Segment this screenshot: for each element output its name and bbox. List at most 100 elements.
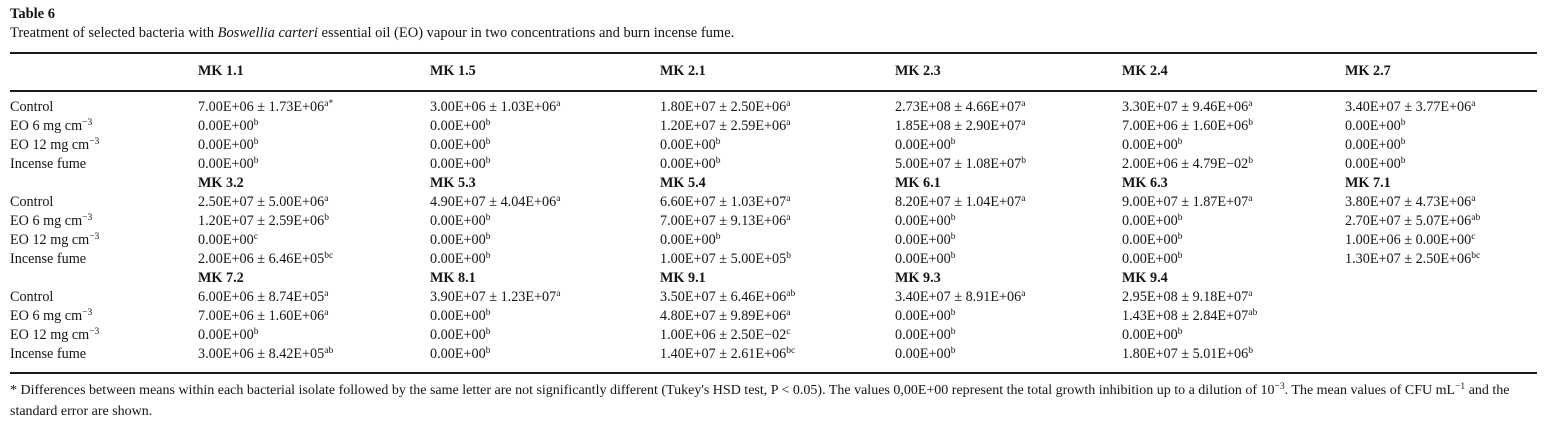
cell-value: 2.50E+07 ± 5.00E+06a — [198, 194, 329, 210]
cell-value: 3.90E+07 ± 1.23E+07a — [430, 289, 561, 305]
cell-value: 0.00E+00b — [1122, 137, 1183, 153]
row-label: EO 6 mg cm−3 — [10, 118, 93, 134]
cell-value: 3.50E+07 ± 6.46E+06ab — [660, 289, 796, 305]
cell-value: 1.00E+06 ± 2.50E−02c — [660, 327, 791, 343]
cell-value: 0.00E+00b — [895, 213, 956, 229]
cell-value: 0.00E+00b — [430, 346, 491, 362]
cell-value: 5.00E+07 ± 1.08E+07b — [895, 156, 1026, 172]
cell-value: 1.20E+07 ± 2.59E+06a — [660, 118, 791, 134]
cell-value: 0.00E+00b — [895, 232, 956, 248]
cell-value: 0.00E+00b — [1122, 327, 1183, 343]
cell-value: 0.00E+00b — [1345, 118, 1406, 134]
table-row: Control 2.50E+07 ± 5.00E+06a 4.90E+07 ± 4.… — [10, 193, 1537, 212]
header-row: MK 1.1 MK 1.5 MK 2.1 MK 2.3 MK 2.4 MK 2.7 — [10, 53, 1537, 92]
table-row: EO 12 mg cm−3 0.00E+00b 0.00E+00b 1.00E+06 … — [10, 326, 1537, 345]
subheader-cell: MK 5.4 — [660, 175, 706, 191]
column-header: MK 2.3 — [895, 53, 1122, 92]
subheader-cell: MK 9.4 — [1122, 270, 1168, 286]
table-row: EO 12 mg cm−3 0.00E+00b 0.00E+00b 0.00E+00b… — [10, 136, 1537, 155]
cell-value: 1.20E+07 ± 2.59E+06b — [198, 213, 329, 229]
cell-value: 1.00E+06 ± 0.00E+00c — [1345, 232, 1476, 248]
cell-value: 0.00E+00b — [1122, 251, 1183, 267]
cell-value: 6.00E+06 ± 8.74E+05a — [198, 289, 329, 305]
row-label — [10, 174, 198, 193]
cell-value: 4.90E+07 ± 4.04E+06a — [430, 194, 561, 210]
cell-value: 0.00E+00b — [430, 137, 491, 153]
subheader-cell: MK 5.3 — [430, 175, 476, 191]
cell-value: 8.20E+07 ± 1.04E+07a — [895, 194, 1026, 210]
subheader-cell: MK 3.2 — [198, 175, 244, 191]
subheader-row: MK 7.2 MK 8.1 MK 9.1 MK 9.3 MK 9.4 — [10, 269, 1537, 288]
row-label: Incense fume — [10, 156, 87, 172]
cell-value: 0.00E+00b — [430, 118, 491, 134]
table-row: Incense fume 0.00E+00b 0.00E+00b 0.00E+00b 5… — [10, 155, 1537, 174]
cell-value: 7.00E+06 ± 1.60E+06b — [1122, 118, 1253, 134]
table-row: Incense fume 2.00E+06 ± 6.46E+05bc 0.00E+0… — [10, 250, 1537, 269]
cell-value: 0.00E+00b — [430, 232, 491, 248]
cell-value: 1.00E+07 ± 5.00E+05b — [660, 251, 791, 267]
subheader-row: MK 3.2 MK 5.3 MK 5.4 MK 6.1 MK 6.3 MK 7.1 — [10, 174, 1537, 193]
cell-value: 2.73E+08 ± 4.66E+07a — [895, 99, 1026, 115]
cell-value: 1.80E+07 ± 2.50E+06a — [660, 99, 791, 115]
cell-value: 9.00E+07 ± 1.87E+07a — [1122, 194, 1253, 210]
column-header: MK 2.1 — [660, 53, 895, 92]
cell-value: 0.00E+00b — [430, 251, 491, 267]
table-row: Control 6.00E+06 ± 8.74E+05a 3.90E+07 ± 1.… — [10, 288, 1537, 307]
table-row: EO 6 mg cm−3 7.00E+06 ± 1.60E+06a 0.00E+00… — [10, 307, 1537, 326]
table-caption: Treatment of selected bacteria with Bosw… — [10, 25, 735, 41]
cell-value: 2.95E+08 ± 9.18E+07a — [1122, 289, 1253, 305]
row-label — [10, 269, 198, 288]
cell-value: 4.80E+07 ± 9.89E+06a — [660, 308, 791, 324]
cell-value: 0.00E+00b — [430, 327, 491, 343]
cell-value: 0.00E+00b — [1122, 213, 1183, 229]
cell-value: 0.00E+00c — [198, 232, 258, 248]
cell-value: 3.00E+06 ± 8.42E+05ab — [198, 346, 334, 362]
table-footnote: * Differences between means within each … — [10, 382, 1510, 419]
row-label: Control — [10, 289, 54, 305]
row-label: EO 6 mg cm−3 — [10, 213, 93, 229]
subheader-cell: MK 8.1 — [430, 270, 476, 286]
column-header: MK 1.5 — [430, 53, 660, 92]
table-row: EO 12 mg cm−3 0.00E+00c 0.00E+00b 0.00E+00b… — [10, 231, 1537, 250]
cell-value: 2.00E+06 ± 6.46E+05bc — [198, 251, 334, 267]
cell-value: 2.00E+06 ± 4.79E−02b — [1122, 156, 1253, 172]
cell-value: 1.30E+07 ± 2.50E+06bc — [1345, 251, 1481, 267]
cell-value: 2.70E+07 ± 5.07E+06ab — [1345, 213, 1481, 229]
cell-value: 0.00E+00b — [660, 156, 721, 172]
cell-value: 3.00E+06 ± 1.03E+06a — [430, 99, 561, 115]
cell-value: 0.00E+00b — [1345, 137, 1406, 153]
subheader-cell: MK 9.3 — [895, 270, 941, 286]
cell-value: 0.00E+00b — [198, 156, 259, 172]
cell-value: 0.00E+00b — [895, 346, 956, 362]
row-label: Incense fume — [10, 251, 87, 267]
cell-value — [1345, 307, 1537, 326]
cell-value: 0.00E+00b — [198, 327, 259, 343]
cell-value: 3.40E+07 ± 3.77E+06a — [1345, 99, 1476, 115]
subheader-cell: MK 6.1 — [895, 175, 941, 191]
cell-value: 0.00E+00b — [430, 308, 491, 324]
table-row: Incense fume 3.00E+06 ± 8.42E+05ab 0.00E+0… — [10, 345, 1537, 373]
cell-value — [1345, 326, 1537, 345]
table-row: EO 6 mg cm−3 1.20E+07 ± 2.59E+06b 0.00E+00… — [10, 212, 1537, 231]
subheader-cell: MK 7.2 — [198, 270, 244, 286]
column-header: MK 2.7 — [1345, 53, 1537, 92]
cell-value: 0.00E+00b — [430, 156, 491, 172]
row-label: Incense fume — [10, 346, 87, 362]
cell-value: 0.00E+00b — [1345, 156, 1406, 172]
subheader-cell: MK 6.3 — [1122, 175, 1168, 191]
cell-value: 7.00E+06 ± 1.73E+06a* — [198, 99, 334, 115]
row-label-header — [10, 53, 198, 92]
cell-value — [1345, 345, 1537, 373]
table-title: Table 6 — [10, 6, 55, 22]
cell-value: 0.00E+00b — [660, 137, 721, 153]
cell-value: 0.00E+00b — [430, 213, 491, 229]
cell-value: 1.85E+08 ± 2.90E+07a — [895, 118, 1026, 134]
cell-value: 3.40E+07 ± 8.91E+06a — [895, 289, 1026, 305]
row-label: EO 6 mg cm−3 — [10, 308, 93, 324]
row-label: EO 12 mg cm−3 — [10, 327, 100, 343]
cell-value: 7.00E+07 ± 9.13E+06a — [660, 213, 791, 229]
row-label: Control — [10, 99, 54, 115]
subheader-cell: MK 7.1 — [1345, 175, 1391, 191]
row-label: Control — [10, 194, 54, 210]
